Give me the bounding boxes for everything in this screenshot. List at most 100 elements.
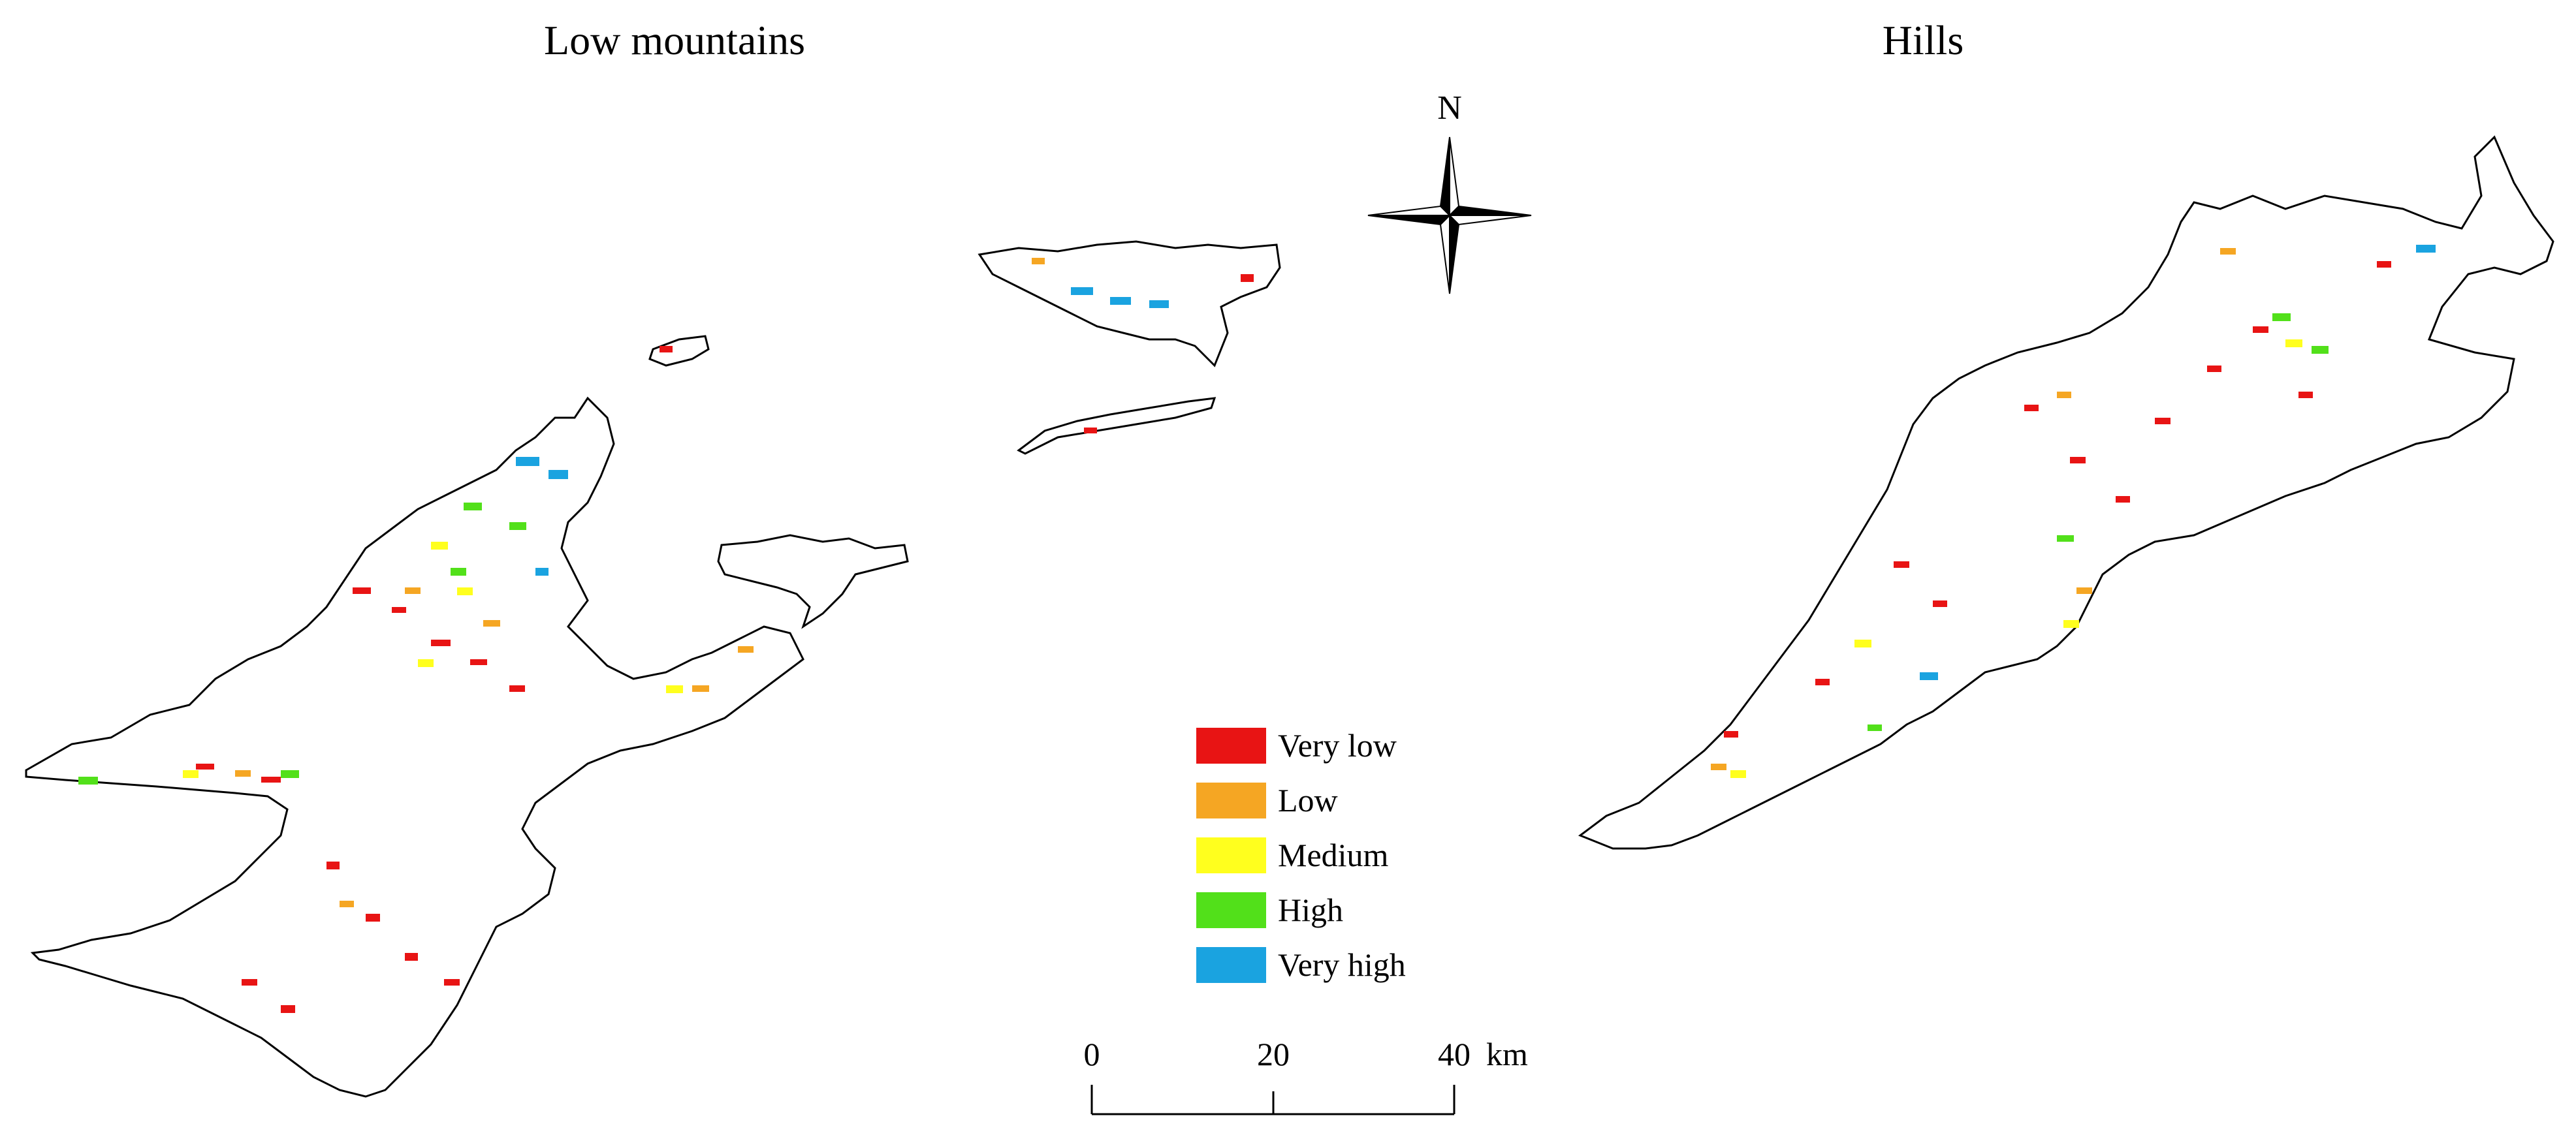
patch [2116,496,2130,503]
compass-east-point [1448,205,1532,216]
compass-north-point-light [1449,136,1460,217]
patch [1071,287,1093,295]
patch [392,607,406,613]
compass-west-point [1367,215,1452,226]
patch [235,770,251,777]
patch [1920,672,1938,680]
patch [2272,313,2291,321]
legend-label-very-high: Very high [1278,946,1406,983]
patch [326,862,340,869]
patch [2416,245,2436,253]
patch [431,640,451,646]
patch [666,685,683,693]
patch [1711,764,1726,770]
legend-label-high: High [1278,892,1343,928]
legend-swatch-medium [1196,837,1266,873]
patch [2070,457,2086,463]
patch [183,770,199,778]
patch [738,646,754,653]
patch [2377,261,2391,268]
patch [1854,640,1871,647]
patch [2063,620,2079,628]
patch [692,685,709,692]
patch [1084,428,1097,433]
patches-high [78,313,2329,785]
patch [535,568,549,576]
patch [483,620,500,627]
scale-bar [1090,1085,1455,1115]
patch [509,522,526,530]
right-panel-title: Hills [1882,17,1964,63]
patches-medium [183,339,2302,778]
hills-main-outline [1578,135,2554,850]
patch [281,1005,295,1013]
patch [196,764,214,770]
low-mountains-small-island [648,335,710,367]
patch [2298,392,2313,398]
legend-swatch-low [1196,782,1266,818]
patch [353,587,371,594]
patch [2024,405,2039,411]
legend-item: High [1196,882,1406,937]
legend-label-very-low: Very low [1278,727,1397,764]
patch [457,587,473,595]
patch [2285,339,2302,347]
patch [340,901,354,907]
legend: Very low Low Medium High Very high [1196,718,1406,992]
legend-label-low: Low [1278,782,1338,818]
patch [1933,600,1947,607]
low-mountains-main-outline [25,396,804,1098]
patch [549,470,568,479]
patch [1724,731,1738,738]
patch [509,685,525,692]
patch [2076,587,2092,594]
patch [1032,258,1045,264]
legend-label-medium: Medium [1278,837,1389,873]
patch [2207,366,2221,372]
legend-item: Very high [1196,937,1406,992]
compass-north-label: N [1437,89,1462,127]
patch [281,770,299,778]
legend-swatch-very-high [1196,946,1266,983]
patch [1868,724,1882,731]
legend-item: Medium [1196,828,1406,882]
low-mountains-east-arm-outline [717,534,909,629]
scale-unit-label: km [1486,1036,1528,1072]
scale-label-20: 20 [1257,1036,1290,1072]
patch [2253,326,2268,333]
patches-low [235,248,2236,907]
south-island-outline [1017,397,1216,455]
patch [431,542,448,550]
patch [451,568,466,576]
patch [1815,679,1830,685]
legend-swatch-high [1196,892,1266,928]
hills-map [1578,135,2554,850]
patch [261,777,281,783]
patch [78,777,98,785]
patch [242,979,257,986]
patch [2220,248,2236,255]
patch [2057,535,2074,542]
patch [2155,418,2171,424]
left-panel-title: Low mountains [544,17,805,63]
patch [366,914,380,922]
patch [1149,300,1169,308]
legend-item: Very low [1196,718,1406,773]
patch [405,587,421,594]
compass-south-point [1449,213,1460,294]
patch [418,659,434,667]
patches-very-low [196,261,2391,1013]
patches-very-high [516,245,2436,680]
patch [516,457,539,466]
compass-north-point [1439,136,1450,217]
compass-east-point-light [1448,215,1532,226]
patch [405,953,418,961]
compass-south-point-light [1439,213,1450,294]
patch [444,979,460,986]
patch [1110,297,1131,305]
patch [1894,561,1909,568]
patch [2057,392,2071,398]
patch [1241,274,1254,282]
compass-west-point-light [1367,205,1452,216]
